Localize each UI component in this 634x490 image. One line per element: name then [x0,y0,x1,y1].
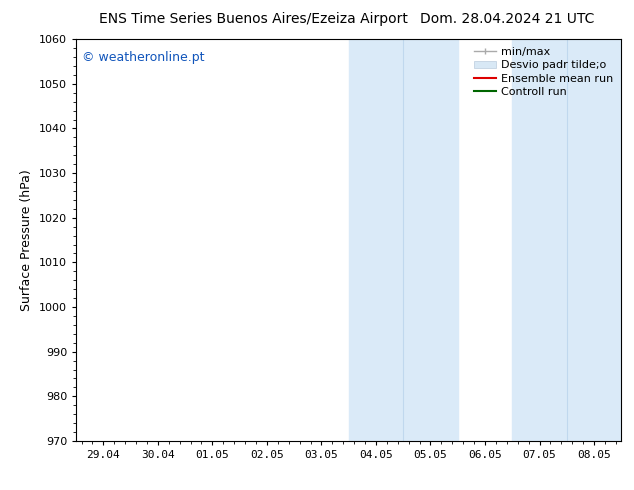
Bar [349,39,403,441]
Legend: min/max, Desvio padr tilde;o, Ensemble mean run, Controll run: min/max, Desvio padr tilde;o, Ensemble m… [469,43,618,101]
Bar [512,39,567,441]
Bar [403,39,458,441]
Bar [567,39,621,441]
Text: Dom. 28.04.2024 21 UTC: Dom. 28.04.2024 21 UTC [420,12,595,26]
Text: ENS Time Series Buenos Aires/Ezeiza Airport: ENS Time Series Buenos Aires/Ezeiza Airp… [99,12,408,26]
Text: © weatheronline.pt: © weatheronline.pt [82,51,204,64]
Y-axis label: Surface Pressure (hPa): Surface Pressure (hPa) [20,169,34,311]
